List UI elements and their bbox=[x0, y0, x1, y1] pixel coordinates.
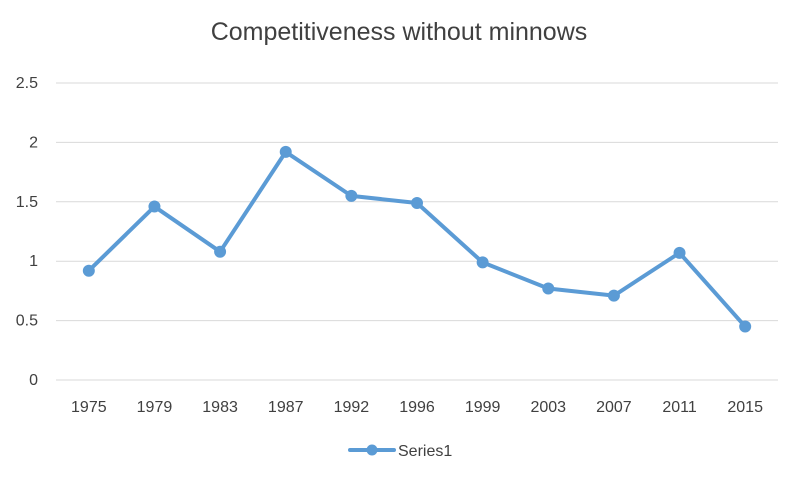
y-tick-label: 2 bbox=[29, 134, 38, 151]
gridlines bbox=[56, 82, 778, 381]
x-tick-label: 1999 bbox=[465, 399, 501, 416]
legend-marker-swatch bbox=[366, 444, 378, 456]
series-layer bbox=[82, 145, 752, 333]
data-point bbox=[148, 200, 161, 213]
data-point bbox=[739, 320, 752, 333]
data-point bbox=[673, 246, 686, 259]
x-axis-ticks: 1975 1979 1983 1987 1992 1996 1999 2003 2007 2011… bbox=[71, 399, 763, 416]
data-point bbox=[411, 196, 423, 209]
data-point bbox=[607, 289, 620, 302]
legend-label: Series1 bbox=[398, 443, 452, 460]
data-point bbox=[345, 189, 358, 202]
y-tick-label: 0 bbox=[29, 372, 38, 389]
x-tick-label: 2011 bbox=[662, 399, 697, 416]
y-tick-label: 2.5 bbox=[16, 75, 38, 92]
data-point bbox=[82, 264, 95, 277]
series-line bbox=[86, 149, 748, 329]
y-axis-ticks: 0 0.5 1 1.5 2 2.5 bbox=[16, 75, 38, 389]
x-tick-label: 1979 bbox=[137, 399, 173, 416]
data-point bbox=[542, 282, 555, 295]
x-tick-label: 1987 bbox=[268, 399, 304, 416]
x-tick-label: 2007 bbox=[596, 399, 632, 416]
y-tick-label: 1.5 bbox=[16, 194, 38, 211]
chart-title: Competitiveness without minnows bbox=[210, 18, 588, 46]
x-tick-label: 2003 bbox=[530, 399, 566, 416]
x-tick-label: 1992 bbox=[334, 399, 370, 416]
data-point bbox=[279, 145, 292, 158]
x-tick-label: 1975 bbox=[71, 399, 107, 416]
data-point bbox=[476, 256, 489, 269]
y-tick-label: 0.5 bbox=[16, 313, 38, 330]
data-point bbox=[214, 245, 227, 258]
x-tick-label: 2015 bbox=[727, 399, 763, 416]
y-tick-label: 1 bbox=[29, 253, 38, 270]
x-tick-label: 1983 bbox=[202, 399, 238, 416]
x-tick-label: 1996 bbox=[399, 399, 435, 416]
legend: Series1 bbox=[348, 443, 452, 460]
